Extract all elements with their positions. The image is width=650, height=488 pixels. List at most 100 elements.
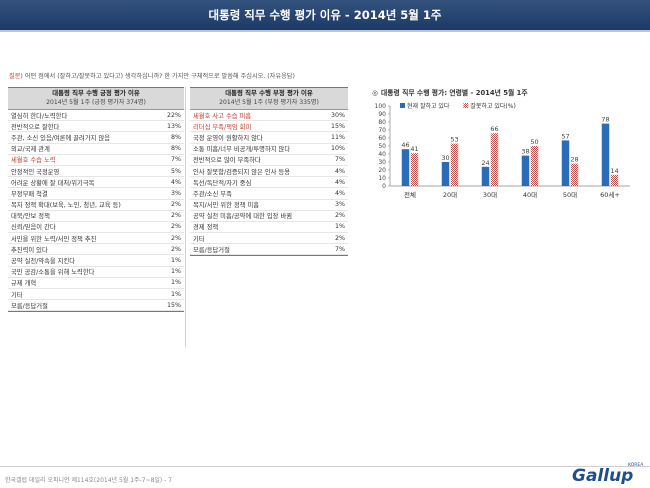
bar-value-label: 14: [610, 167, 618, 175]
x-tick-label: 20대: [443, 191, 457, 199]
reason-percent: 1%: [171, 268, 181, 276]
reason-percent: 7%: [335, 156, 345, 164]
bar: [490, 133, 499, 186]
bar-value-label: 78: [601, 116, 609, 124]
bar: [450, 143, 459, 186]
bar-value-label: 66: [490, 125, 498, 133]
reason-label: 독선/독단적/자기 중심: [193, 179, 252, 187]
negative-table-header: 대통령 직무 수행 부정 평가 이유 2014년 5월 1주 (부정 평가자 3…: [190, 87, 348, 110]
reason-percent: 2%: [171, 245, 181, 253]
page-banner: 대통령 직무 수행 평가 이유 - 2014년 5월 1주: [0, 0, 650, 30]
y-tick-label: 70: [378, 127, 386, 134]
table-row: 경제 정책 1%: [190, 222, 348, 234]
table-row: 부정부패 척결 3%: [8, 188, 184, 200]
bar: [441, 162, 450, 186]
negative-table-rows: 세월호 사고 수습 미흡 30% 리더십 부족/책임 회피 15% 국정 운영이 원활하…: [190, 110, 348, 256]
reason-percent: 2%: [335, 234, 345, 242]
y-tick-label: 60: [378, 135, 386, 142]
table-row: 리더십 부족/책임 회피 15%: [190, 121, 348, 133]
legend-label: 잘못하고 있다(%): [470, 102, 515, 110]
reason-percent: 22%: [167, 111, 181, 119]
reason-percent: 2%: [171, 212, 181, 220]
positive-table-title: 대통령 직무 수행 긍정 평가 이유: [52, 89, 140, 97]
bar-value-label: 24: [481, 159, 489, 167]
bar: [410, 153, 419, 186]
reason-percent: 4%: [335, 167, 345, 175]
banner-divider: [0, 30, 650, 32]
table-row: 전반적으로 잘한다 13%: [8, 121, 184, 133]
table-row: 공약 실천/약속을 지킨다 1%: [8, 255, 184, 267]
reason-label: 세월호 수습 노력: [11, 157, 56, 165]
bar-value-label: 28: [570, 156, 578, 164]
reason-percent: 4%: [335, 189, 345, 197]
reason-percent: 3%: [335, 201, 345, 209]
bar-value-label: 46: [401, 141, 409, 149]
table-row: 소통 미흡/너무 비공개/투명하지 않다 10%: [190, 144, 348, 155]
reason-label: 규제 개혁: [11, 280, 37, 288]
reason-percent: 11%: [331, 133, 345, 141]
bar: [570, 163, 579, 186]
bar: [481, 166, 490, 186]
footer-divider: [0, 466, 650, 467]
bar-value-label: 53: [450, 136, 458, 144]
table-row: 신뢰/믿음이 간다 2%: [8, 222, 184, 234]
reason-percent: 4%: [171, 178, 181, 186]
positive-table-rows: 열심히 한다/노력한다 22% 전반적으로 잘한다 13% 주관, 소신 있음/여론에 …: [8, 110, 184, 312]
bar-value-label: 57: [561, 132, 569, 140]
reason-label: 전반적으로 많이 부족하다: [193, 157, 261, 165]
reason-label: 대북/안보 정책: [11, 213, 50, 221]
reason-percent: 15%: [331, 122, 345, 130]
reason-label: 소통 미흡/너무 비공개/투명하지 않다: [193, 146, 291, 154]
x-tick-label: 40대: [523, 191, 537, 199]
bar: [521, 155, 530, 186]
y-tick-label: 30: [378, 159, 386, 166]
table-divider: [185, 87, 186, 347]
chart-title-mark: ◎: [372, 89, 378, 97]
bar-value-label: 41: [410, 145, 418, 153]
reason-label: 모름/응답거절: [11, 302, 48, 310]
reason-percent: 13%: [167, 122, 181, 130]
reason-label: 부정부패 척결: [11, 190, 48, 198]
reason-label: 주관, 소신 있음/여론에 끌려가지 않음: [11, 134, 111, 142]
y-tick-label: 0: [382, 183, 386, 190]
gallup-logo-wordmark: Gallup: [572, 466, 633, 484]
reason-label: 세월호 사고 수습 미흡: [193, 112, 252, 120]
reason-percent: 1%: [171, 279, 181, 287]
reason-label: 복지/서민 위한 정책 미흡: [193, 202, 260, 210]
y-tick-label: 80: [378, 119, 386, 126]
reason-label: 기타: [193, 235, 205, 243]
table-row: 모름/응답거절 15%: [8, 300, 184, 312]
negative-table-bottom-rule: [190, 255, 348, 257]
bar: [401, 149, 410, 186]
reason-percent: 10%: [331, 145, 345, 153]
reason-percent: 15%: [167, 301, 181, 309]
bar-value-label: 50: [530, 138, 538, 146]
reason-percent: 5%: [171, 167, 181, 175]
negative-table-title: 대통령 직무 수행 부정 평가 이유: [225, 89, 313, 97]
reason-label: 공약 실천 미흡/공약에 대한 입장 바뀜: [193, 213, 293, 221]
negative-table-subtitle: 2014년 5월 1주 (부정 평가자 335명): [219, 99, 319, 106]
y-tick-label: 50: [378, 143, 386, 150]
reason-percent: 8%: [171, 145, 181, 153]
reason-percent: 2%: [171, 223, 181, 231]
table-row: 주관/소신 부족 4%: [190, 188, 348, 200]
bar: [530, 146, 539, 186]
table-row: 국민 공감/소통을 위해 노력한다 1%: [8, 267, 184, 278]
reason-percent: 3%: [171, 189, 181, 197]
gallup-logo-korea: KOREA: [628, 462, 644, 468]
x-tick-label: 50대: [563, 191, 577, 199]
survey-question: 질문) 어떤 점에서 (잘하고/잘못하고 있다고) 생각하십니까? 한 가지만 구…: [9, 71, 359, 80]
table-row: 기타 2%: [190, 233, 348, 245]
reason-label: 국정 운영이 원활하지 않다: [193, 134, 263, 142]
reason-label: 안정적인 국정운영: [11, 168, 60, 176]
bar: [601, 123, 610, 186]
table-row: 세월호 사고 수습 미흡 30%: [190, 110, 348, 122]
reason-percent: 4%: [335, 178, 345, 186]
chart-title-text: 대통령 직무 수행 평가: 연령별 - 2014년 5월 1주: [380, 89, 528, 97]
table-row: 국정 운영이 원활하지 않다 11%: [190, 132, 348, 144]
reason-label: 국민 공감/소통을 위해 노력한다: [11, 269, 95, 277]
reason-percent: 1%: [171, 257, 181, 265]
y-tick-label: 10: [378, 175, 386, 182]
reason-percent: 7%: [171, 156, 181, 164]
